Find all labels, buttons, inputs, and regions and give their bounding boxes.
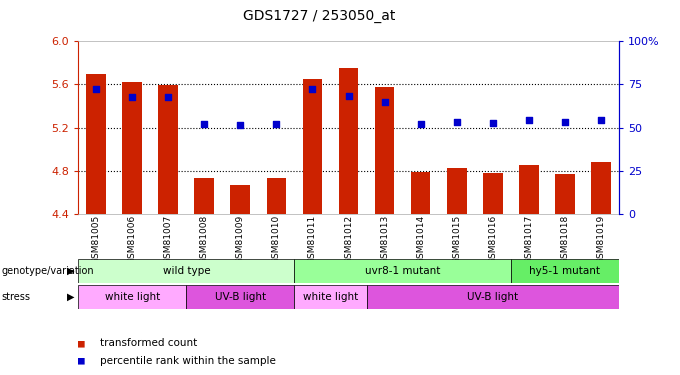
Text: hy5-1 mutant: hy5-1 mutant: [529, 266, 600, 276]
Bar: [186, 285, 294, 309]
Text: ■: ■: [78, 356, 85, 366]
Bar: [483, 173, 503, 214]
Text: ■: ■: [78, 338, 85, 348]
Point: [343, 93, 354, 99]
Point: [235, 122, 246, 128]
Bar: [339, 68, 358, 214]
Text: wild type: wild type: [163, 266, 210, 276]
Bar: [231, 184, 250, 214]
Text: transformed count: transformed count: [100, 338, 197, 348]
Point: [596, 117, 607, 123]
Bar: [158, 86, 178, 214]
Bar: [591, 162, 611, 214]
Bar: [194, 178, 214, 214]
Text: UV-B light: UV-B light: [215, 292, 266, 302]
Bar: [267, 178, 286, 214]
Point: [271, 121, 282, 127]
Text: UV-B light: UV-B light: [467, 292, 518, 302]
Bar: [303, 79, 322, 214]
Bar: [511, 259, 619, 283]
Text: stress: stress: [1, 292, 31, 302]
Bar: [411, 172, 430, 214]
Text: genotype/variation: genotype/variation: [1, 266, 94, 276]
Bar: [78, 259, 294, 283]
Text: ▶: ▶: [67, 266, 75, 276]
Point: [452, 119, 462, 125]
Bar: [294, 259, 511, 283]
Bar: [555, 174, 575, 214]
Point: [126, 94, 137, 100]
Point: [307, 86, 318, 92]
Bar: [122, 82, 142, 214]
Bar: [375, 87, 394, 214]
Bar: [86, 74, 106, 214]
Bar: [78, 285, 186, 309]
Point: [163, 94, 174, 100]
Point: [559, 119, 570, 125]
Bar: [294, 285, 367, 309]
Bar: [367, 285, 619, 309]
Point: [487, 120, 498, 126]
Point: [524, 117, 534, 123]
Text: uvr8-1 mutant: uvr8-1 mutant: [365, 266, 440, 276]
Point: [415, 121, 426, 127]
Bar: [447, 168, 466, 214]
Bar: [519, 165, 539, 214]
Text: white light: white light: [303, 292, 358, 302]
Point: [199, 121, 209, 127]
Text: white light: white light: [105, 292, 160, 302]
Point: [379, 99, 390, 105]
Text: percentile rank within the sample: percentile rank within the sample: [100, 356, 276, 366]
Text: GDS1727 / 253050_at: GDS1727 / 253050_at: [243, 9, 396, 23]
Point: [90, 86, 102, 92]
Text: ▶: ▶: [67, 292, 75, 302]
